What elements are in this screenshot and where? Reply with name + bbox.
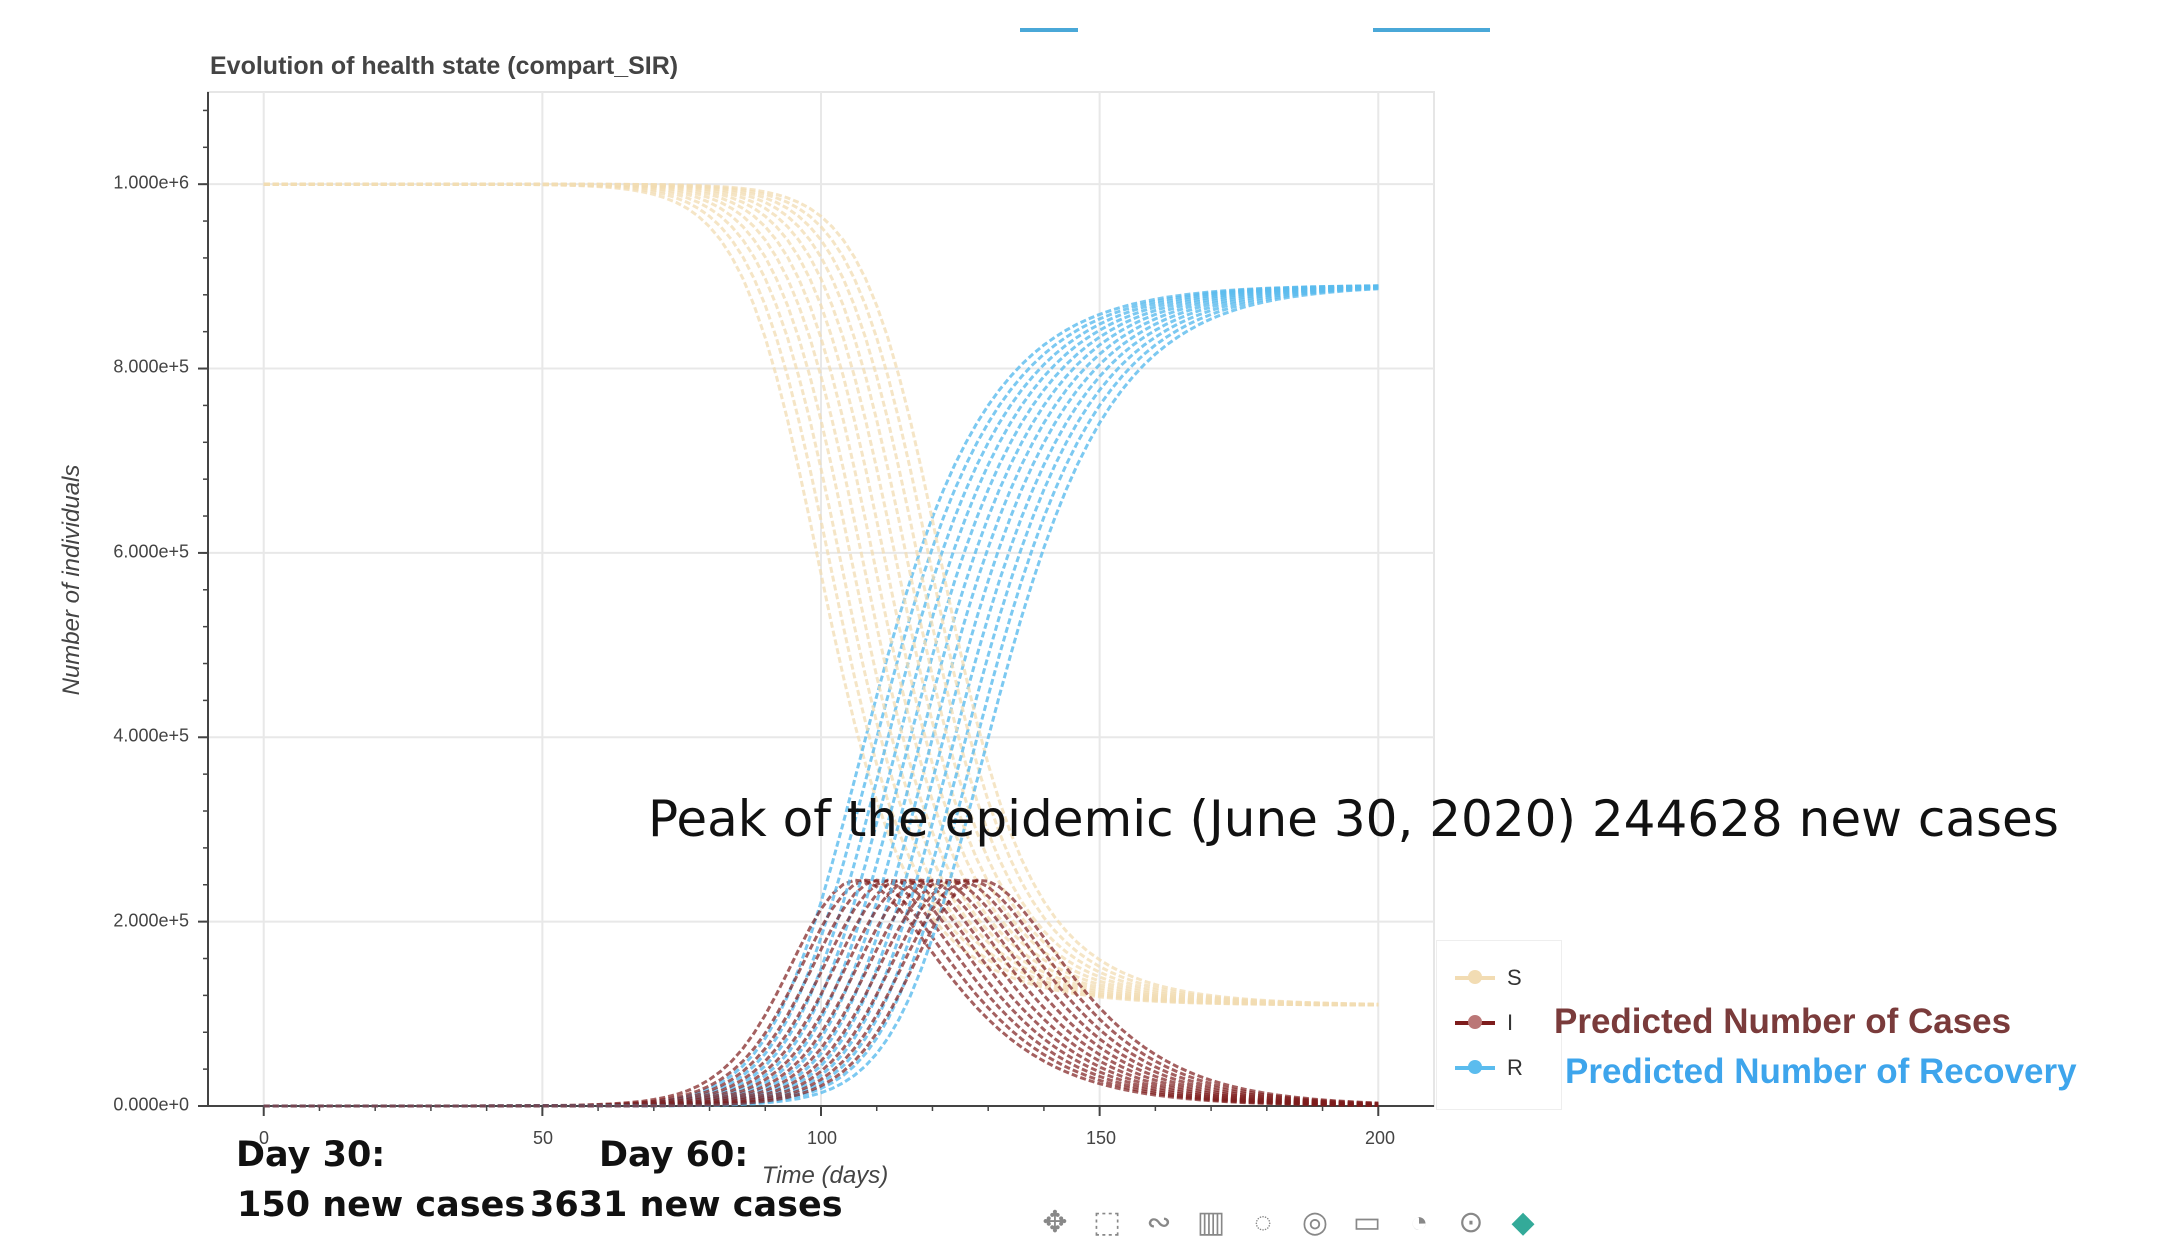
legend-item-i[interactable]: I (1455, 1008, 1513, 1038)
day30-annotation: Day 30: (236, 1130, 385, 1180)
y-tick-label: 2.000e+5 (113, 910, 189, 931)
day30-value: 150 new cases (237, 1185, 526, 1225)
box-zoom-icon[interactable]: ⬚ (1092, 1206, 1122, 1239)
legend-item-s[interactable]: S (1455, 963, 1522, 993)
legend-swatch-i (1455, 1015, 1495, 1029)
legend: S I R (1436, 940, 1562, 1110)
help-icon[interactable]: ⊙ (1458, 1206, 1484, 1239)
day60-title: Day 60: (599, 1135, 749, 1175)
recovery-annotation: Predicted Number of Recovery (1565, 1052, 2077, 1091)
crosshair-icon[interactable]: ◎ (1301, 1206, 1329, 1239)
legend-swatch-r (1455, 1060, 1495, 1074)
day60-value: 3631 new cases (530, 1185, 843, 1225)
legend-fragment-bar (1020, 28, 1078, 32)
hover-icon[interactable]: ◔ (1409, 1206, 1429, 1239)
series-i-line (263, 878, 1379, 1108)
legend-label-i: I (1507, 1010, 1514, 1035)
legend-label-r: R (1507, 1055, 1523, 1080)
y-tick-label: 0.000e+0 (113, 1094, 189, 1115)
y-axis-label: Number of individuals (58, 464, 85, 696)
y-tick-label: 4.000e+5 (113, 725, 189, 746)
lasso-icon[interactable]: ∾ (1146, 1206, 1172, 1239)
plot-toolbar: ✥ ⬚ ∾ ▥ ◌ ◎ ▭ ◔ ⊙ ◆ (1038, 1202, 1540, 1239)
tap-icon[interactable]: ◌ (1254, 1206, 1272, 1239)
day30-title: Day 30: (236, 1135, 386, 1175)
x-tick-label: 100 (806, 1128, 838, 1148)
y-tick-label: 1.000e+6 (113, 172, 189, 193)
legend-label-s: S (1507, 965, 1522, 990)
day60-value-wrap: 3631 new cases (530, 1180, 843, 1230)
legend-swatch-s (1455, 970, 1495, 984)
x-tick-label: 50 (532, 1128, 554, 1148)
day60-annotation: Day 60: (599, 1130, 748, 1180)
y-tick-label: 8.000e+5 (113, 356, 189, 377)
legend-fragment-bar (1373, 28, 1490, 32)
x-tick-label: 0 (258, 1128, 270, 1148)
legend-item-r[interactable]: R (1455, 1053, 1523, 1083)
x-tick-label: 200 (1364, 1128, 1396, 1148)
peak-annotation: Peak of the epidemic (June 30, 2020) 244… (648, 790, 2059, 848)
x-tick-label: 150 (1085, 1128, 1117, 1148)
cases-annotation: Predicted Number of Cases (1554, 1002, 2012, 1041)
y-tick-label: 6.000e+5 (113, 541, 189, 562)
series-s-line (263, 182, 1379, 1006)
day30-value-wrap: 150 new cases (237, 1180, 525, 1230)
chart-title: Evolution of health state (compart_SIR) (210, 52, 679, 80)
x-axis-label: Time (days) (761, 1162, 889, 1189)
reset-icon[interactable]: ▭ (1352, 1206, 1382, 1239)
wheel-zoom-icon[interactable]: ▥ (1196, 1206, 1226, 1239)
pan-icon[interactable]: ✥ (1042, 1206, 1068, 1239)
bokeh-logo-icon[interactable]: ◆ (1511, 1206, 1535, 1239)
